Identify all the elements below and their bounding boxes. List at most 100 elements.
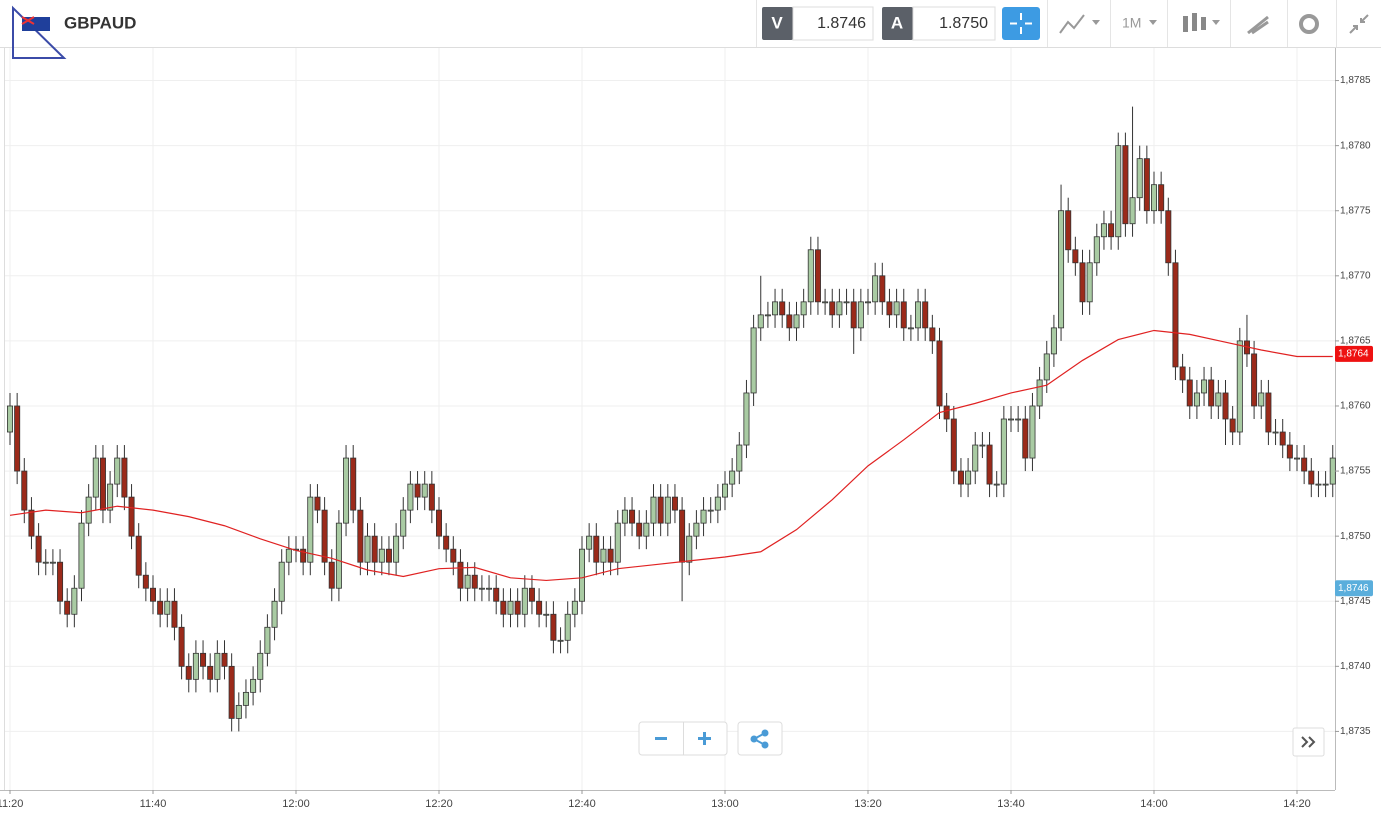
candle-body bbox=[750, 327, 757, 394]
candle-body bbox=[786, 314, 793, 329]
candle-body bbox=[621, 509, 628, 524]
candle-body bbox=[657, 496, 664, 524]
candle-body bbox=[378, 548, 385, 563]
candle-body bbox=[28, 509, 35, 537]
candle-body bbox=[328, 561, 335, 589]
draw-icon[interactable] bbox=[1247, 15, 1269, 35]
candle-body bbox=[600, 548, 607, 563]
candle-body bbox=[550, 613, 557, 641]
candle-body bbox=[171, 600, 178, 628]
crosshair-button[interactable] bbox=[1002, 7, 1040, 40]
timeframe[interactable]: 1M bbox=[1122, 15, 1141, 31]
candle-body bbox=[757, 314, 764, 329]
x-tick-label: 13:00 bbox=[711, 798, 739, 810]
candle-body bbox=[57, 561, 64, 602]
candle-body bbox=[1272, 431, 1279, 434]
candle-body bbox=[128, 496, 135, 537]
candle-body bbox=[1265, 392, 1272, 433]
candle-body bbox=[528, 587, 535, 602]
candle-body bbox=[1215, 392, 1222, 407]
candle-body bbox=[814, 249, 821, 303]
candle-body bbox=[1301, 457, 1308, 472]
y-tick-label: 1,8770 bbox=[1340, 270, 1371, 281]
candle-body bbox=[1251, 353, 1258, 407]
candle-body bbox=[257, 652, 264, 680]
candle-body bbox=[929, 327, 936, 342]
x-tick-label: 12:00 bbox=[282, 798, 310, 810]
candle-body bbox=[450, 548, 457, 563]
x-tick-label: 12:40 bbox=[568, 798, 596, 810]
candle-body bbox=[986, 444, 993, 485]
y-tick-label: 1,8755 bbox=[1340, 466, 1371, 477]
share-button[interactable] bbox=[737, 721, 783, 756]
candle-body bbox=[957, 470, 964, 485]
buy-button[interactable] bbox=[882, 7, 913, 40]
chart-type-icon[interactable] bbox=[1059, 14, 1085, 34]
candle-body bbox=[900, 301, 907, 329]
x-tick-label: 11:40 bbox=[140, 798, 167, 810]
candle-body bbox=[1100, 223, 1107, 238]
candle-body bbox=[421, 483, 428, 498]
candle-body bbox=[965, 470, 972, 485]
candle-body bbox=[1329, 457, 1336, 485]
candle-body bbox=[1165, 210, 1172, 264]
candle-body bbox=[671, 496, 678, 511]
candle-body bbox=[507, 600, 514, 615]
candle-body bbox=[1186, 379, 1193, 407]
candle-body bbox=[21, 470, 28, 511]
candle-body bbox=[736, 444, 743, 472]
sell-button[interactable] bbox=[762, 7, 793, 40]
sell-box[interactable] bbox=[792, 6, 874, 41]
candle-body bbox=[1294, 457, 1301, 460]
candle-body bbox=[71, 587, 78, 615]
candle-body bbox=[1322, 483, 1329, 486]
candle-body bbox=[1236, 340, 1243, 433]
candle-body bbox=[228, 665, 235, 719]
candle-body bbox=[1036, 379, 1043, 407]
candle-body bbox=[478, 587, 485, 590]
candle-body bbox=[1229, 418, 1236, 433]
candle-body bbox=[414, 483, 421, 498]
candle-body bbox=[607, 548, 614, 563]
dropdown-arrow bbox=[1149, 20, 1157, 25]
collapse-icon[interactable] bbox=[1349, 14, 1369, 34]
candle-body bbox=[836, 301, 843, 316]
candle-body bbox=[807, 249, 814, 303]
candle-body bbox=[779, 301, 786, 316]
buy-box[interactable] bbox=[912, 6, 996, 41]
share-icon bbox=[750, 729, 769, 749]
scroll-end-button[interactable] bbox=[1292, 727, 1325, 757]
candle-body bbox=[629, 509, 636, 524]
candle-body bbox=[922, 301, 929, 329]
candle-body bbox=[1193, 392, 1200, 407]
candle-body bbox=[764, 314, 771, 317]
y-tick-label: 1,8780 bbox=[1340, 140, 1371, 151]
candle-body bbox=[1086, 262, 1093, 303]
zoom-in[interactable] bbox=[698, 732, 711, 745]
plot bbox=[7, 106, 1336, 732]
candle-body bbox=[800, 301, 807, 316]
toolbar-separators bbox=[1047, 0, 1337, 47]
candle-body bbox=[564, 613, 571, 641]
price-tag-label: 1,8746 bbox=[1338, 583, 1369, 594]
candle-body bbox=[1065, 210, 1072, 251]
dropdown-arrow bbox=[1092, 20, 1100, 25]
candle-body bbox=[157, 600, 164, 615]
candle-body bbox=[793, 314, 800, 329]
candle-icon[interactable] bbox=[1183, 13, 1206, 32]
candle-body bbox=[142, 574, 149, 589]
candle-body bbox=[1115, 145, 1122, 238]
y-tick-label: 1,8745 bbox=[1340, 596, 1371, 607]
candle-body bbox=[49, 561, 56, 564]
y-tick-label: 1,8760 bbox=[1340, 401, 1371, 412]
candle-body bbox=[679, 509, 686, 563]
moving-average bbox=[9, 329, 1333, 582]
candle-body bbox=[371, 535, 378, 563]
settings-icon[interactable] bbox=[1299, 14, 1319, 34]
candle-body bbox=[500, 600, 507, 615]
candle-body bbox=[486, 587, 493, 590]
axes: 1,8735 1,8740 1,8745 1,8750 1,8755 1,8760 1,87… bbox=[0, 75, 1373, 810]
grid bbox=[5, 48, 1335, 790]
scroll-end-icon bbox=[1301, 736, 1316, 748]
